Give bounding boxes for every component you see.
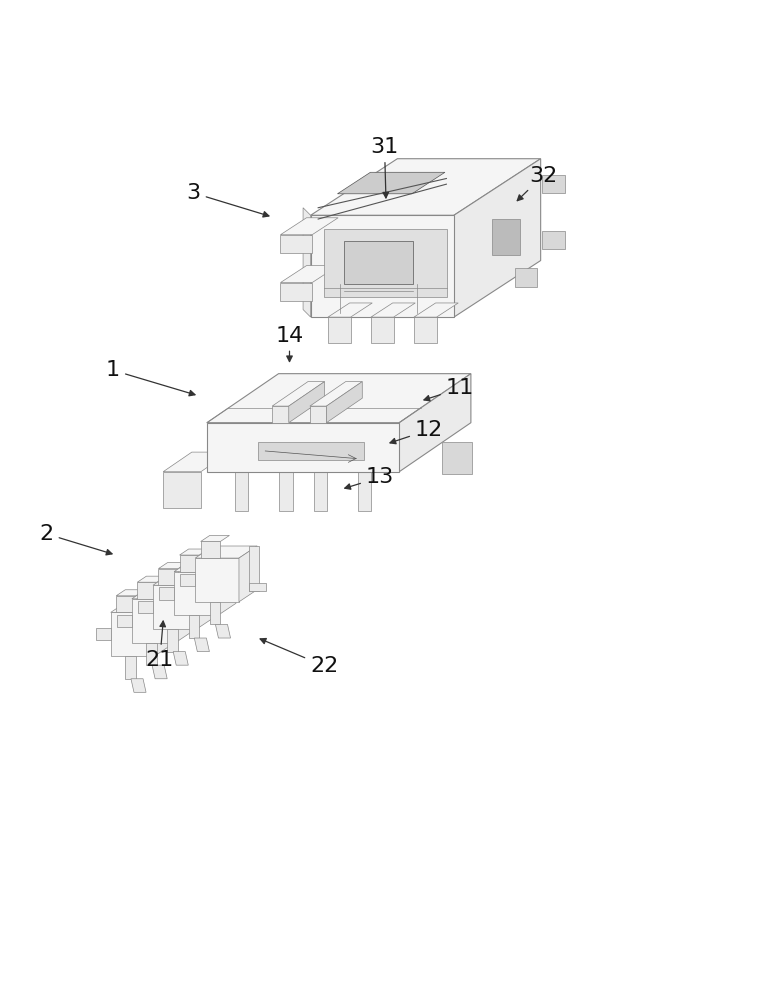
Polygon shape [542, 231, 565, 249]
Polygon shape [257, 442, 363, 460]
Polygon shape [146, 643, 157, 665]
Polygon shape [111, 612, 154, 656]
Polygon shape [173, 652, 188, 665]
Polygon shape [201, 541, 220, 558]
Polygon shape [117, 596, 136, 612]
Polygon shape [303, 208, 310, 317]
Text: 22: 22 [260, 638, 338, 676]
Text: 31: 31 [370, 137, 399, 198]
Polygon shape [371, 317, 394, 343]
Text: 14: 14 [276, 326, 304, 362]
Polygon shape [414, 317, 437, 343]
Polygon shape [201, 535, 229, 541]
Polygon shape [310, 215, 454, 317]
Polygon shape [399, 374, 471, 472]
Polygon shape [197, 573, 215, 629]
Polygon shape [515, 268, 537, 287]
Text: 3: 3 [187, 183, 269, 217]
Polygon shape [154, 600, 173, 656]
Polygon shape [279, 472, 292, 511]
Polygon shape [216, 624, 231, 638]
Polygon shape [174, 572, 218, 615]
Polygon shape [153, 573, 215, 585]
Polygon shape [280, 218, 338, 235]
Polygon shape [188, 615, 199, 638]
Polygon shape [137, 576, 166, 582]
Text: 11: 11 [424, 378, 474, 401]
Polygon shape [235, 457, 269, 472]
Polygon shape [310, 382, 363, 406]
Polygon shape [324, 229, 447, 297]
Polygon shape [273, 406, 288, 423]
Polygon shape [137, 582, 157, 599]
Polygon shape [138, 601, 153, 613]
Polygon shape [280, 235, 312, 253]
Polygon shape [195, 558, 239, 602]
Polygon shape [491, 219, 520, 255]
Polygon shape [371, 303, 416, 317]
Polygon shape [153, 585, 197, 629]
Polygon shape [218, 560, 236, 615]
Text: 13: 13 [344, 467, 394, 489]
Polygon shape [131, 679, 146, 692]
Polygon shape [288, 382, 325, 423]
Polygon shape [167, 629, 178, 652]
Polygon shape [210, 602, 220, 624]
Polygon shape [280, 266, 338, 283]
Polygon shape [273, 382, 325, 406]
Polygon shape [174, 560, 236, 572]
Polygon shape [235, 472, 248, 511]
Polygon shape [313, 457, 349, 472]
Polygon shape [313, 472, 327, 511]
Polygon shape [179, 555, 199, 572]
Polygon shape [328, 303, 372, 317]
Polygon shape [207, 374, 471, 423]
Polygon shape [358, 457, 393, 472]
Polygon shape [326, 382, 363, 423]
Text: 21: 21 [145, 621, 174, 670]
Polygon shape [310, 159, 540, 215]
Polygon shape [358, 472, 372, 511]
Polygon shape [249, 583, 266, 591]
Polygon shape [159, 587, 174, 600]
Polygon shape [158, 569, 178, 585]
Polygon shape [111, 600, 173, 612]
Polygon shape [310, 406, 326, 423]
Polygon shape [117, 615, 132, 627]
Polygon shape [152, 665, 167, 679]
Polygon shape [454, 159, 540, 317]
Polygon shape [280, 283, 312, 301]
Polygon shape [125, 656, 136, 679]
Polygon shape [176, 587, 194, 643]
Text: 12: 12 [390, 420, 443, 444]
Polygon shape [158, 563, 187, 569]
Polygon shape [95, 628, 111, 640]
Text: 32: 32 [517, 166, 557, 201]
Polygon shape [328, 317, 350, 343]
Polygon shape [279, 457, 314, 472]
Polygon shape [239, 546, 257, 602]
Polygon shape [249, 546, 259, 591]
Polygon shape [164, 472, 201, 508]
Polygon shape [414, 303, 458, 317]
Polygon shape [132, 587, 194, 599]
Polygon shape [117, 590, 145, 596]
Polygon shape [195, 638, 210, 652]
Text: 1: 1 [106, 360, 195, 396]
Polygon shape [179, 549, 208, 555]
Text: 2: 2 [39, 524, 112, 555]
Polygon shape [164, 452, 229, 472]
Polygon shape [542, 175, 565, 193]
Polygon shape [338, 172, 445, 194]
Polygon shape [442, 442, 472, 474]
Polygon shape [180, 574, 195, 586]
Polygon shape [195, 546, 257, 558]
Polygon shape [132, 599, 176, 643]
Polygon shape [344, 241, 413, 284]
Polygon shape [207, 423, 399, 472]
